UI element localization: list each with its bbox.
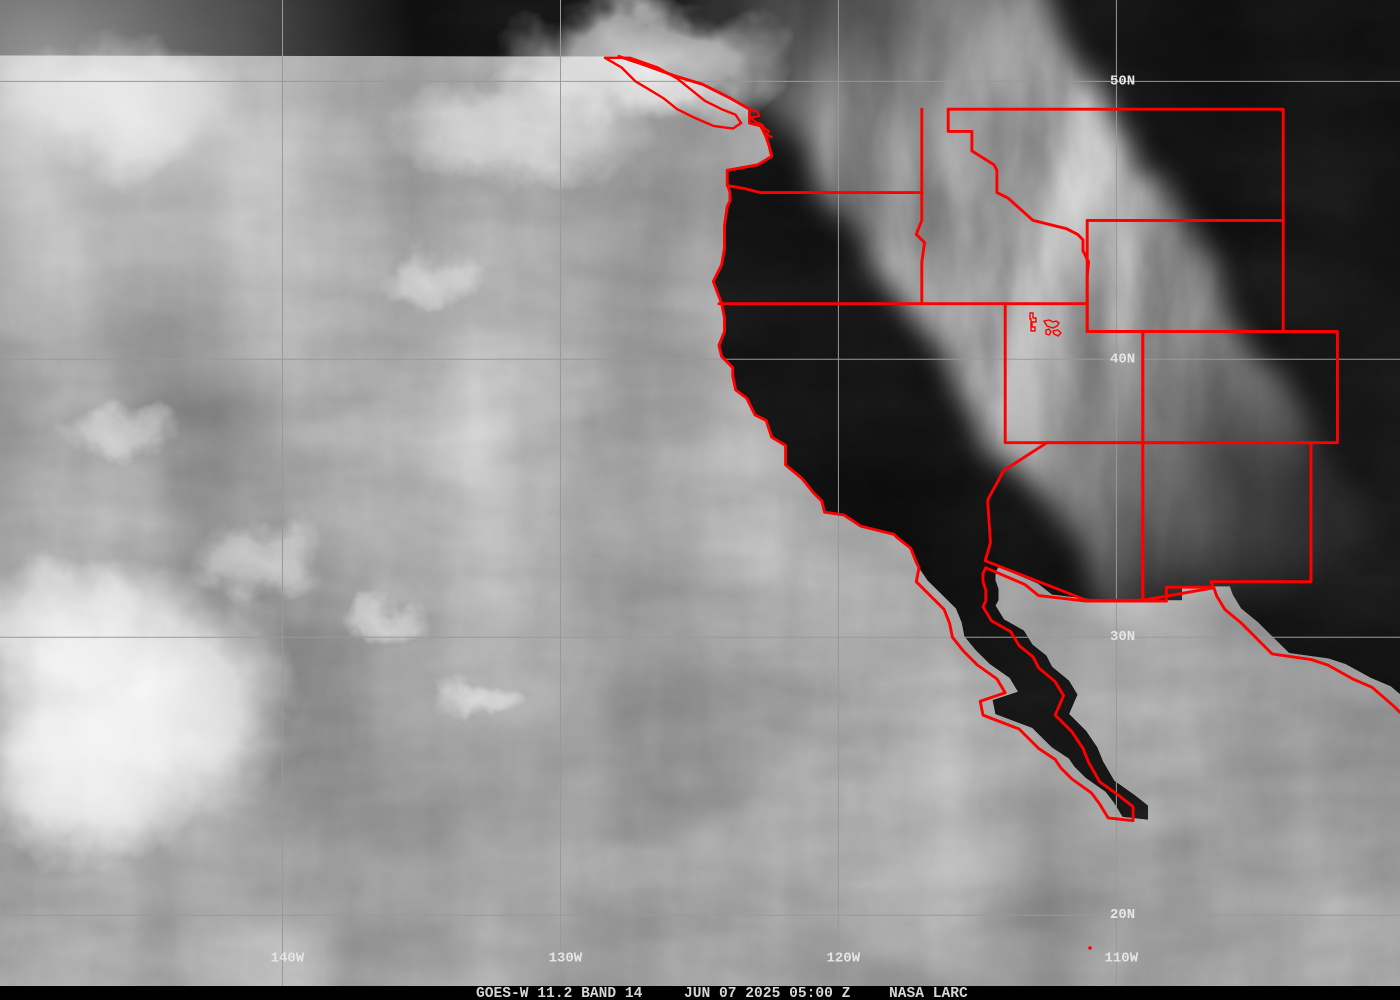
- svg-text:JUN 07 2025 05:00 Z: JUN 07 2025 05:00 Z: [684, 986, 851, 1000]
- svg-text:130W: 130W: [549, 951, 583, 967]
- svg-text:110W: 110W: [1105, 951, 1139, 967]
- svg-text:50N: 50N: [1110, 73, 1135, 89]
- svg-text:GOES-W 11.2 BAND 14: GOES-W 11.2 BAND 14: [476, 986, 643, 1000]
- svg-text:140W: 140W: [271, 951, 305, 967]
- svg-text:30N: 30N: [1110, 629, 1135, 645]
- svg-text:120W: 120W: [827, 951, 861, 967]
- svg-text:40N: 40N: [1110, 351, 1135, 367]
- svg-text:NASA LARC: NASA LARC: [889, 986, 968, 1000]
- svg-text:20N: 20N: [1110, 907, 1135, 923]
